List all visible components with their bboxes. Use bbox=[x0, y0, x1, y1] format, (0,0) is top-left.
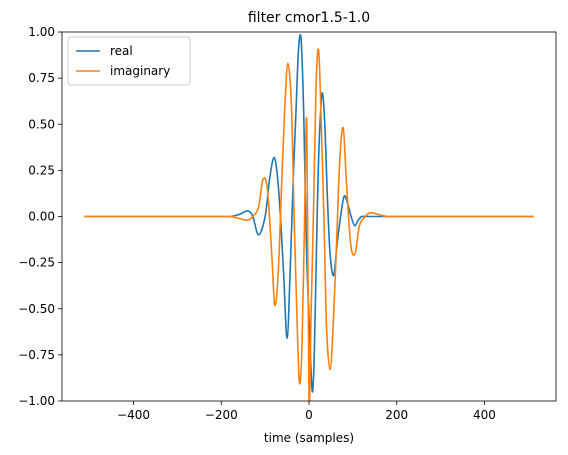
y-axis-ticks: −1.00 −0.75 −0.50 −0.25 0.00 0.25 0.50 0.75 1.00 bbox=[18, 25, 62, 408]
series-line-imaginary bbox=[84, 48, 534, 401]
y-tick-label: 0.75 bbox=[28, 71, 55, 85]
x-axis-label: time (samples) bbox=[264, 431, 354, 445]
y-tick-label: 1.00 bbox=[28, 25, 55, 39]
x-tick-label: 200 bbox=[385, 408, 408, 422]
series-layer bbox=[84, 33, 534, 401]
y-tick-label: −1.00 bbox=[18, 394, 55, 408]
y-tick-label: 0.50 bbox=[28, 117, 55, 131]
y-tick-label: 0.25 bbox=[28, 163, 55, 177]
chart-title: filter cmor1.5-1.0 bbox=[248, 10, 370, 26]
legend-label-real: real bbox=[110, 44, 133, 58]
x-axis-ticks: −400 −200 0 200 400 bbox=[117, 401, 496, 422]
x-tick-label: 400 bbox=[473, 408, 496, 422]
x-tick-label: −400 bbox=[117, 408, 150, 422]
legend-label-imaginary: imaginary bbox=[110, 64, 170, 78]
y-tick-label: −0.25 bbox=[18, 256, 55, 270]
y-tick-label: −0.50 bbox=[18, 302, 55, 316]
x-tick-label: −200 bbox=[205, 408, 238, 422]
y-tick-label: 0.00 bbox=[28, 210, 55, 224]
y-tick-label: −0.75 bbox=[18, 348, 55, 362]
legend: real imaginary bbox=[67, 36, 191, 86]
legend-box bbox=[67, 36, 191, 86]
x-tick-label: 0 bbox=[305, 408, 313, 422]
